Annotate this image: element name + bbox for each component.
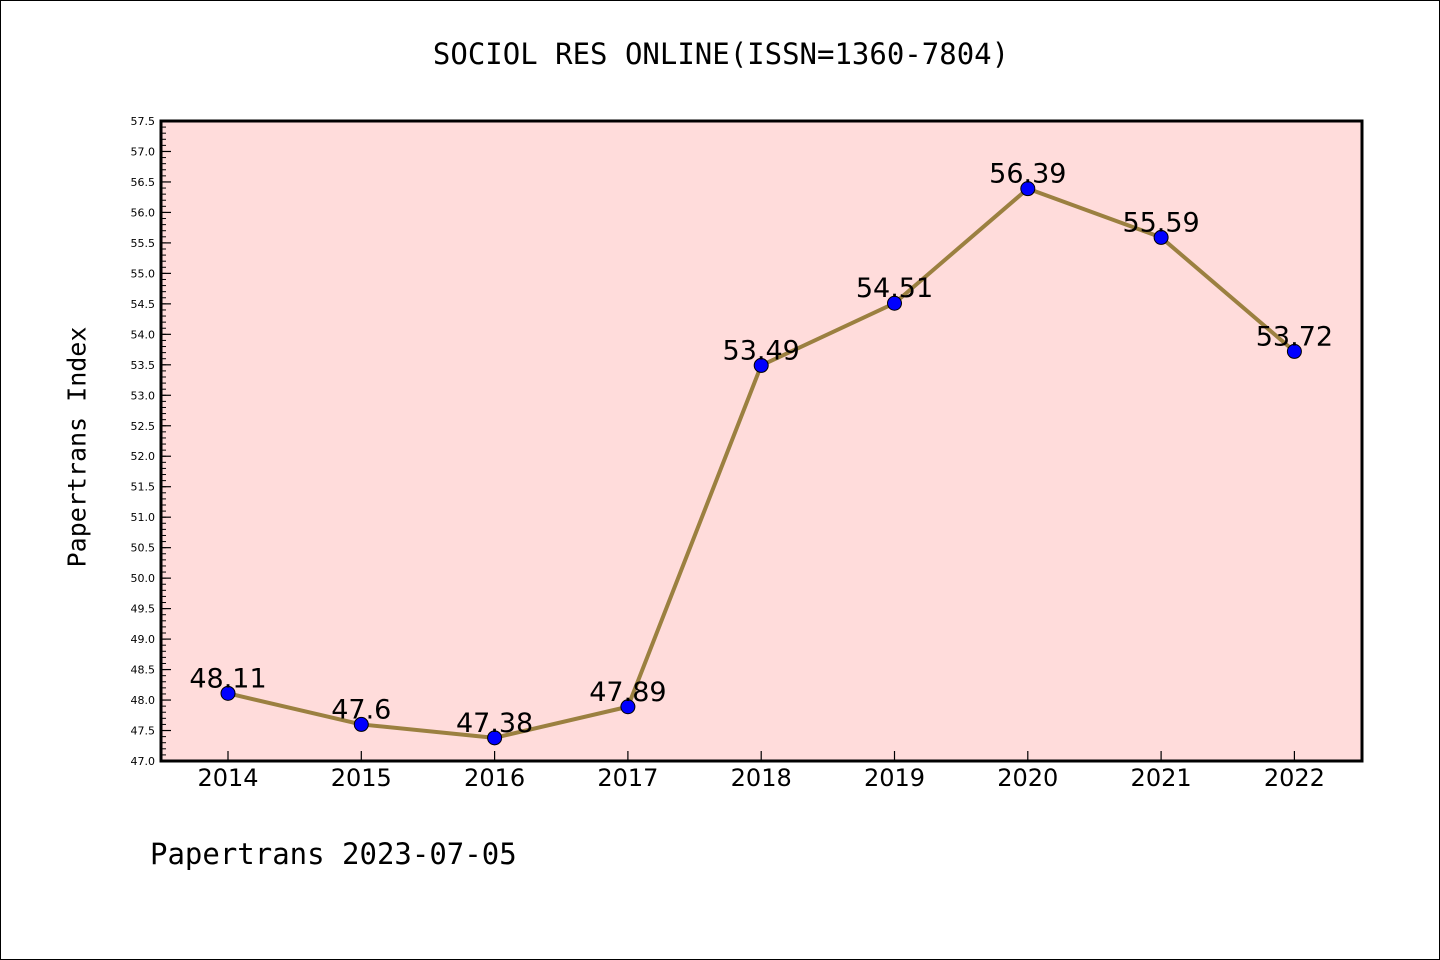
- data-label: 47.89: [589, 677, 666, 708]
- y-tick-label: 53.0: [131, 389, 156, 402]
- y-tick-label: 55.0: [131, 267, 156, 280]
- data-label: 54.51: [856, 273, 933, 304]
- y-tick-label: 54.5: [131, 298, 156, 311]
- x-tick-label: 2021: [1131, 764, 1192, 792]
- y-tick-label: 54.0: [131, 328, 156, 341]
- data-label: 53.72: [1256, 321, 1333, 352]
- y-tick-label: 57.0: [131, 145, 156, 158]
- chart-title: SOCIOL RES ONLINE(ISSN=1360-7804): [432, 37, 1010, 71]
- data-point: [1020, 181, 1036, 197]
- y-tick-label: 55.5: [131, 237, 156, 250]
- y-tick-label: 53.5: [131, 359, 156, 372]
- y-tick-label: 56.5: [131, 176, 156, 189]
- data-point: [220, 685, 236, 701]
- y-tick-label: 56.0: [131, 206, 156, 219]
- data-label: 47.38: [456, 708, 533, 739]
- y-tick-label: 52.0: [131, 450, 156, 463]
- data-point: [620, 699, 636, 715]
- data-point: [353, 716, 369, 732]
- data-label: 48.11: [189, 663, 266, 694]
- x-tick-label: 2020: [997, 764, 1058, 792]
- y-tick-label: 48.0: [131, 694, 156, 707]
- plot-frame: [159, 119, 1364, 763]
- data-point: [1153, 229, 1169, 245]
- plot-background: [161, 121, 1362, 761]
- x-tick-label: 2019: [864, 764, 925, 792]
- x-tick-label: 2017: [597, 764, 658, 792]
- y-tick-label: 51.5: [131, 481, 156, 494]
- y-tick-label: 50.0: [131, 572, 156, 585]
- footer-text: Papertrans 2023-07-05: [150, 837, 517, 871]
- y-tick-label: 48.5: [131, 664, 156, 677]
- y-tick-label: 49.5: [131, 603, 156, 616]
- data-label: 47.6: [331, 694, 391, 725]
- y-tick-label: 47.5: [131, 725, 156, 738]
- x-tick-label: 2014: [197, 764, 258, 792]
- x-tick-label: 2016: [464, 764, 525, 792]
- y-tick-label: 50.5: [131, 542, 156, 555]
- data-point: [1286, 343, 1302, 359]
- data-point: [487, 730, 503, 746]
- x-tick-label: 2022: [1264, 764, 1325, 792]
- y-tick-label: 49.0: [131, 633, 156, 646]
- y-tick-label: 52.5: [131, 420, 156, 433]
- y-tick-label: 47.0: [131, 755, 156, 768]
- data-label: 53.49: [723, 335, 800, 366]
- data-point: [887, 295, 902, 311]
- y-tick-label: 57.5: [131, 115, 156, 128]
- y-tick-label: 51.0: [131, 511, 156, 524]
- data-point: [753, 357, 769, 373]
- x-tick-label: 2015: [331, 764, 392, 792]
- data-label: 55.59: [1122, 207, 1199, 238]
- x-tick-label: 2018: [731, 764, 792, 792]
- data-label: 56.39: [989, 159, 1066, 190]
